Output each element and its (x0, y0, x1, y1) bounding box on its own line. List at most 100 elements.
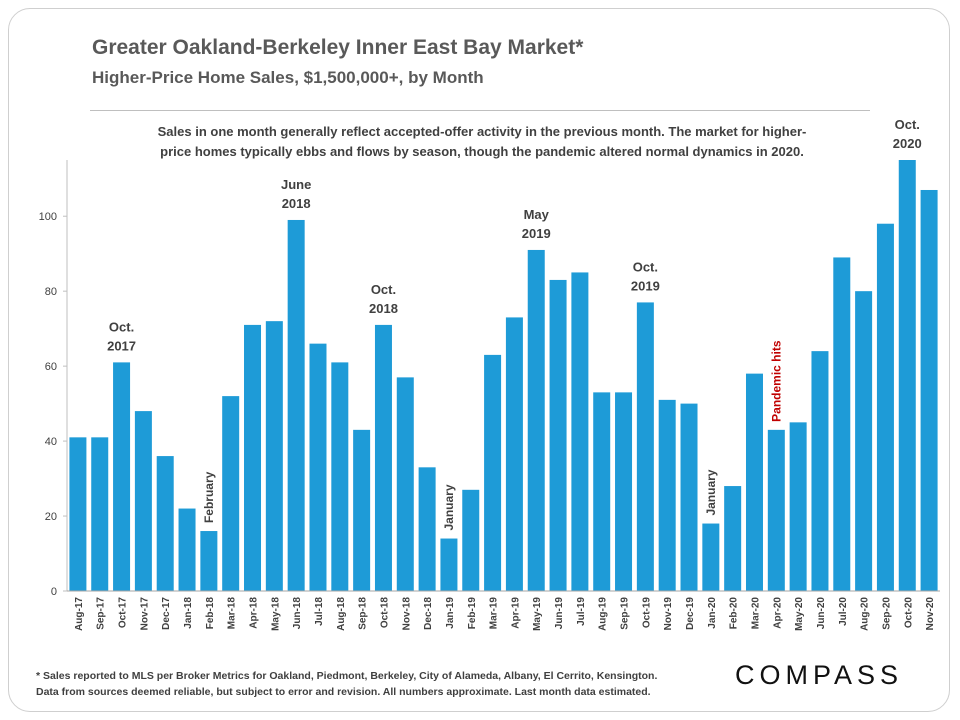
x-tick-label: Dec-17 (161, 597, 172, 630)
x-tick-label: Dec-19 (685, 597, 696, 630)
bar (331, 362, 349, 591)
bar (789, 422, 807, 591)
x-tick-label: May-20 (794, 597, 805, 631)
bar (265, 321, 283, 591)
bar (898, 160, 916, 591)
x-tick-label: Mar-18 (227, 597, 238, 630)
annotation-label: February (202, 471, 216, 523)
x-tick-label: Sep-17 (96, 597, 107, 630)
bar (505, 317, 523, 591)
x-tick-label: Jul-20 (838, 597, 849, 626)
annotation-label: 2018 (369, 301, 398, 316)
bar (484, 354, 502, 591)
footnote: * Sales reported to MLS per Broker Metri… (36, 668, 657, 700)
x-tick-label: Jun-19 (554, 597, 565, 630)
bar (353, 429, 371, 591)
bar (374, 324, 392, 591)
x-tick-label: Jan-18 (183, 597, 194, 629)
x-tick-label: Oct-19 (641, 597, 652, 629)
bar (200, 531, 218, 591)
x-tick-label: Sep-18 (358, 597, 369, 630)
x-tick-label: May-19 (532, 597, 543, 631)
y-tick-label: 80 (45, 286, 57, 298)
x-tick-label: Aug-18 (336, 597, 347, 631)
bar (549, 279, 567, 591)
annotation-label: 2018 (282, 196, 311, 211)
bar (134, 411, 152, 591)
x-tick-label: Nov-20 (925, 597, 936, 631)
bar (833, 257, 851, 591)
annotation-label: Oct. (633, 259, 658, 274)
x-tick-label: Oct-20 (903, 597, 914, 629)
footnote-line-1: * Sales reported to MLS per Broker Metri… (36, 670, 658, 682)
annotation-label: January (442, 484, 456, 530)
footnote-line-2: Data from sources deemed reliable, but s… (36, 686, 651, 698)
x-tick-label: Feb-18 (205, 597, 216, 630)
bar (440, 538, 458, 591)
slide-subtitle: Higher-Price Home Sales, $1,500,000+, by… (92, 68, 484, 87)
x-tick-label: Jun-20 (816, 597, 827, 630)
bar (702, 523, 720, 591)
x-tick-label: Jul-19 (576, 597, 587, 626)
bar (593, 392, 611, 591)
y-tick-label: 40 (45, 436, 57, 448)
x-tick-label: Feb-20 (729, 597, 740, 630)
bar (767, 429, 785, 591)
annotation-label: Oct. (895, 117, 920, 132)
x-tick-label: Nov-18 (401, 597, 412, 631)
x-tick-label: Apr-19 (510, 597, 521, 629)
annotation-label: Pandemic hits (769, 340, 783, 422)
bar (615, 392, 633, 591)
bar (855, 291, 873, 591)
y-tick-label: 20 (45, 511, 57, 523)
x-tick-label: May-18 (270, 597, 281, 631)
x-tick-label: Jan-20 (707, 597, 718, 629)
x-tick-label: Nov-19 (663, 597, 674, 631)
x-tick-label: Mar-20 (750, 597, 761, 630)
slide-title: Greater Oakland-Berkeley Inner East Bay … (92, 36, 584, 59)
x-tick-label: Apr-20 (772, 597, 783, 629)
bar (91, 437, 109, 591)
chart-note: Sales in one month generally reflect acc… (112, 122, 852, 162)
bar (724, 486, 742, 591)
bar (571, 272, 589, 591)
bar (113, 362, 131, 591)
y-tick-label: 60 (45, 361, 57, 373)
bar (745, 373, 763, 591)
x-tick-label: Oct-17 (118, 597, 129, 629)
bar (309, 343, 327, 591)
bar (680, 403, 698, 591)
bar (418, 467, 436, 591)
compass-logo: COMPASS (735, 660, 904, 690)
annotation-label: June (281, 177, 311, 192)
x-tick-label: Jun-18 (292, 597, 303, 630)
bar (527, 249, 545, 592)
bar (658, 399, 676, 591)
annotation-label: January (704, 469, 718, 515)
x-tick-label: Sep-20 (881, 597, 892, 630)
annotation-label: 2017 (107, 338, 136, 353)
annotation-label: 2019 (522, 226, 551, 241)
bar (636, 302, 654, 591)
x-tick-label: Dec-18 (423, 597, 434, 630)
chart-note-line-2: price homes typically ebbs and flows by … (160, 144, 804, 159)
bar (244, 324, 262, 591)
x-tick-label: Aug-19 (598, 597, 609, 631)
bar (178, 508, 196, 591)
annotation-label: May (524, 207, 550, 222)
x-tick-label: Feb-19 (467, 597, 478, 630)
x-tick-label: Aug-20 (860, 597, 871, 631)
bar (287, 219, 305, 591)
bar (811, 351, 829, 591)
slide-frame (8, 8, 950, 712)
y-tick-label: 100 (39, 211, 57, 223)
x-tick-label: Aug-17 (74, 597, 85, 631)
bar (396, 377, 414, 591)
x-tick-label: Oct-18 (379, 597, 390, 629)
x-tick-label: Jul-18 (314, 597, 325, 626)
annotation-label: Oct. (109, 319, 134, 334)
bar (920, 189, 938, 591)
title-divider (90, 110, 870, 111)
bar (222, 396, 240, 591)
